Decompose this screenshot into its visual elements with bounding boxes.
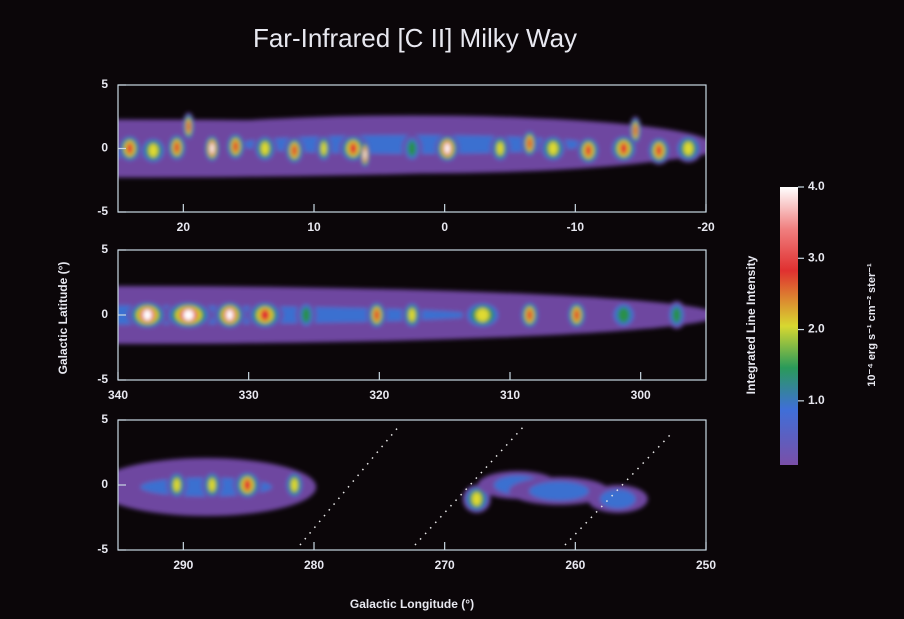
emission bbox=[183, 309, 194, 320]
emission bbox=[656, 145, 663, 157]
emission bbox=[291, 478, 298, 491]
emission bbox=[292, 145, 297, 157]
x-axis-label: Galactic Longitude (°) bbox=[350, 597, 474, 611]
emission bbox=[600, 489, 636, 508]
title: Far-Infrared [C II] Milky Way bbox=[253, 23, 577, 53]
x-tick-label: 300 bbox=[631, 388, 651, 402]
emission bbox=[529, 481, 589, 500]
emission bbox=[260, 309, 270, 321]
emission bbox=[349, 143, 357, 155]
y-tick-label: -5 bbox=[97, 372, 108, 386]
x-tick-label: 260 bbox=[565, 558, 585, 572]
x-tick-label: 320 bbox=[369, 388, 389, 402]
emission bbox=[497, 142, 504, 155]
y-tick-label: 5 bbox=[101, 77, 108, 91]
colorbar-label: Integrated Line Intensity bbox=[744, 255, 758, 394]
x-tick-label: 0 bbox=[441, 220, 448, 234]
emission bbox=[620, 143, 628, 155]
y-tick-label: 5 bbox=[101, 412, 108, 426]
emission bbox=[548, 142, 557, 155]
x-tick-label: 330 bbox=[239, 388, 259, 402]
x-tick-label: 310 bbox=[500, 388, 520, 402]
emission bbox=[374, 309, 379, 321]
emission bbox=[527, 309, 532, 321]
emission bbox=[187, 121, 190, 133]
emission bbox=[364, 149, 366, 160]
colorbar-tick-label: 1.0 bbox=[808, 393, 825, 407]
y-tick-label: -5 bbox=[97, 204, 108, 218]
emission bbox=[210, 143, 214, 154]
emission bbox=[476, 308, 489, 321]
x-tick-label: 340 bbox=[108, 388, 128, 402]
emission bbox=[672, 307, 681, 322]
x-tick-label: 290 bbox=[173, 558, 193, 572]
colorbar-tick-label: 4.0 bbox=[808, 179, 825, 193]
emission bbox=[209, 478, 216, 491]
x-tick-label: 270 bbox=[435, 558, 455, 572]
x-tick-label: 10 bbox=[307, 220, 321, 234]
emission bbox=[618, 307, 630, 322]
emission bbox=[409, 308, 416, 321]
emission bbox=[684, 142, 693, 155]
emission bbox=[173, 478, 180, 491]
emission bbox=[302, 307, 311, 322]
emission bbox=[634, 125, 637, 137]
emission bbox=[143, 309, 152, 320]
colorbar-unit: 10⁻⁴ erg s⁻¹ cm⁻² ster⁻¹ bbox=[866, 263, 878, 387]
emission bbox=[226, 309, 233, 320]
colorbar-tick-label: 2.0 bbox=[808, 322, 825, 336]
emission bbox=[261, 142, 269, 155]
emission bbox=[574, 309, 579, 321]
y-tick-label: 0 bbox=[101, 141, 108, 155]
emission bbox=[472, 492, 481, 505]
x-tick-label: -20 bbox=[697, 220, 715, 234]
x-tick-label: 250 bbox=[696, 558, 716, 572]
y-tick-label: 0 bbox=[101, 477, 108, 491]
y-tick-label: 5 bbox=[101, 242, 108, 256]
emission bbox=[585, 145, 592, 157]
emission bbox=[126, 143, 133, 155]
emission bbox=[527, 138, 531, 150]
emission bbox=[408, 141, 417, 156]
x-tick-label: 280 bbox=[304, 558, 324, 572]
y-axis-label: Galactic Latitude (°) bbox=[56, 262, 70, 375]
y-tick-label: 0 bbox=[101, 307, 108, 321]
x-tick-label: 20 bbox=[177, 220, 191, 234]
emission bbox=[244, 479, 252, 491]
colorbar-tick-label: 3.0 bbox=[808, 250, 825, 264]
y-tick-label: -5 bbox=[97, 542, 108, 556]
x-tick-label: -10 bbox=[567, 220, 585, 234]
emission bbox=[149, 144, 158, 157]
colorbar bbox=[780, 187, 798, 465]
emission bbox=[445, 143, 451, 154]
emission bbox=[321, 142, 326, 155]
emission bbox=[174, 142, 179, 154]
figure: Far-Infrared [C II] Milky Way Galactic L… bbox=[0, 0, 904, 619]
emission bbox=[233, 141, 238, 153]
